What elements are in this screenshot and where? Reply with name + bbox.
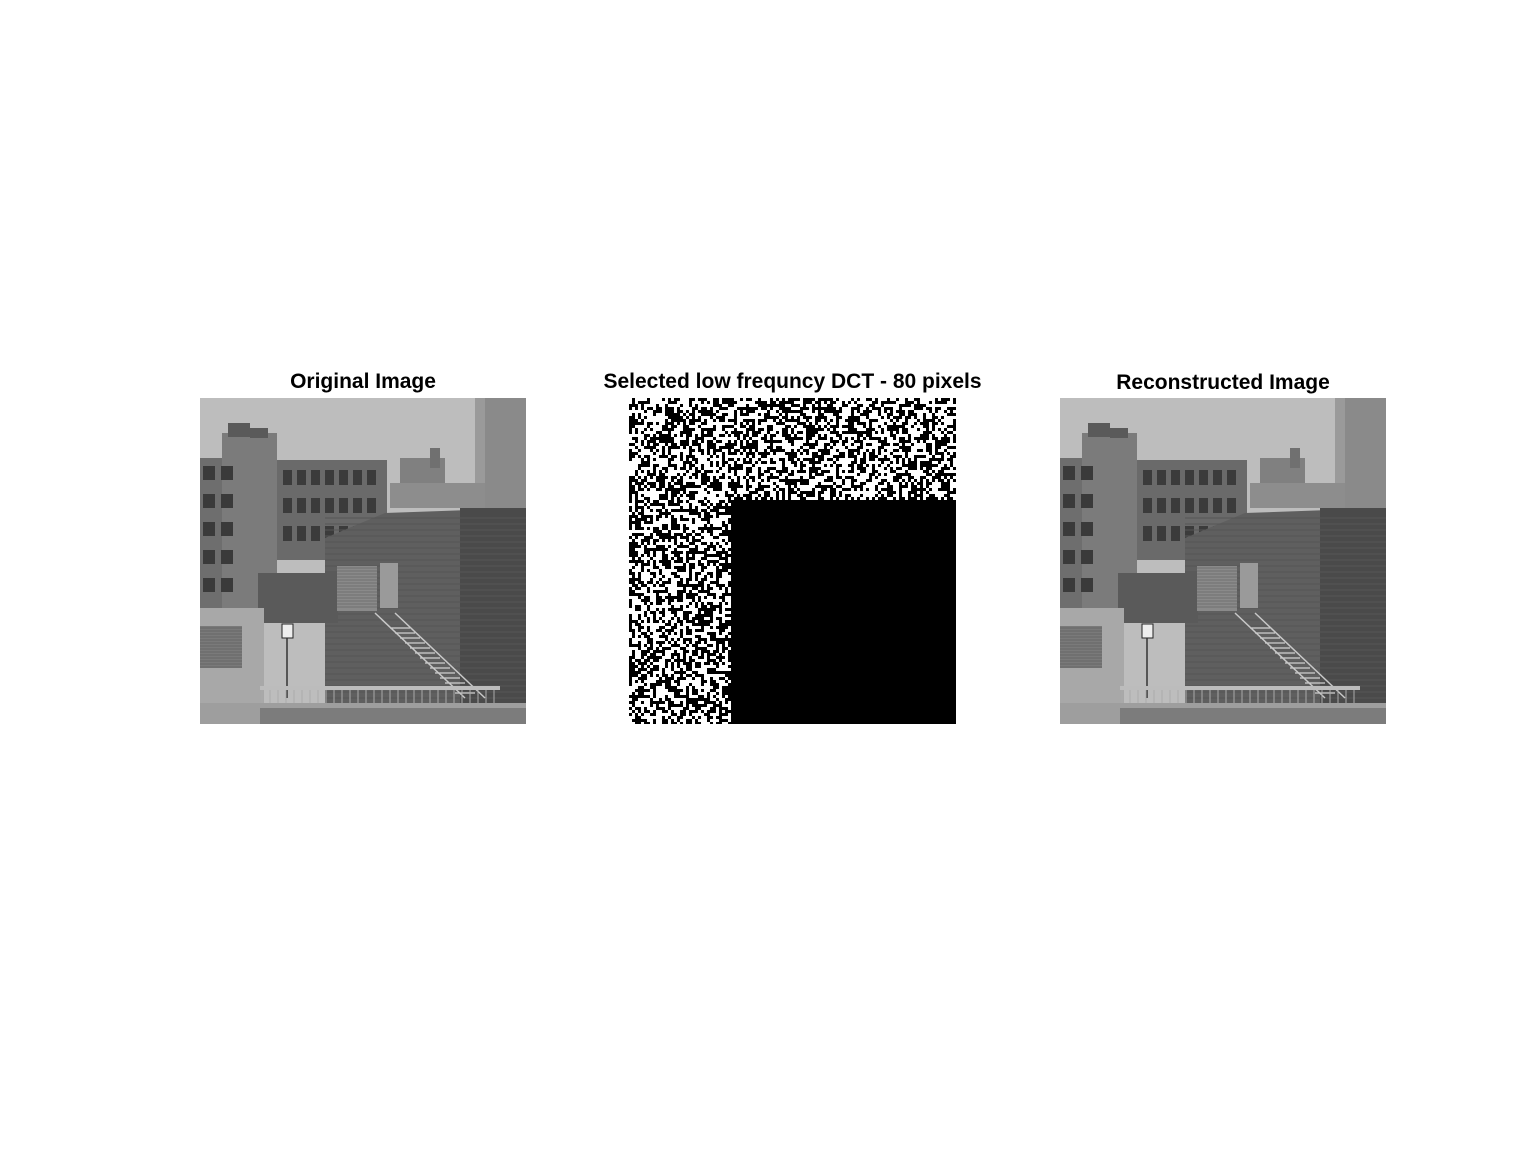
reconstructed-image xyxy=(1060,398,1386,724)
dct-discarded-region xyxy=(731,500,956,724)
dct-mask-title: Selected low frequncy DCT - 80 pixels xyxy=(603,370,982,393)
original-image xyxy=(200,398,526,724)
original-image-title: Original Image xyxy=(290,370,436,393)
dct-mask-image xyxy=(629,398,956,724)
reconstructed-image-title: Reconstructed Image xyxy=(1116,371,1330,394)
